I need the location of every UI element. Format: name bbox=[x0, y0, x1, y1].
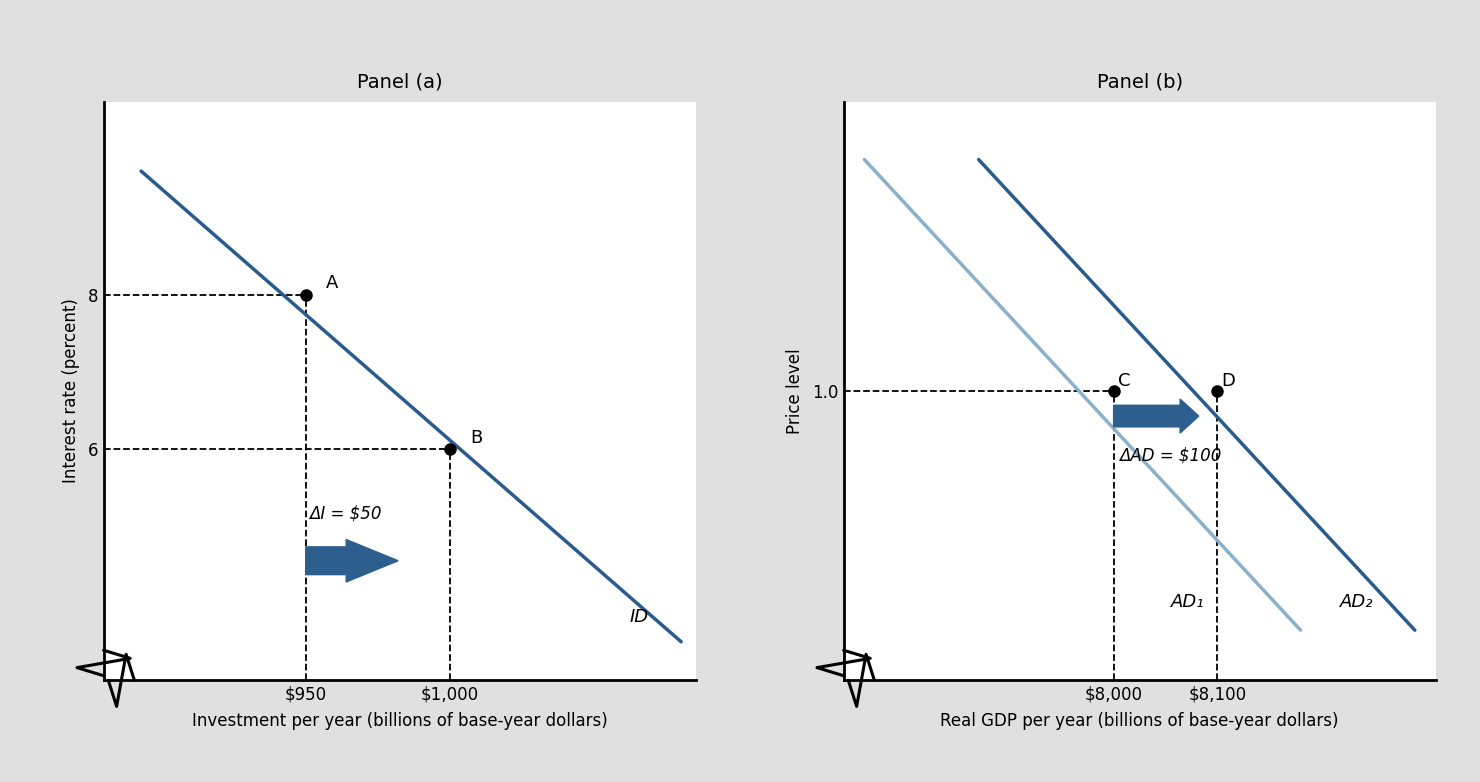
Text: ID: ID bbox=[629, 608, 648, 626]
Title: Panel (a): Panel (a) bbox=[357, 73, 443, 91]
Text: C: C bbox=[1117, 372, 1131, 390]
Text: ΔI = $50: ΔI = $50 bbox=[309, 504, 382, 522]
Text: A: A bbox=[326, 274, 339, 292]
X-axis label: Real GDP per year (billions of base-year dollars): Real GDP per year (billions of base-year… bbox=[940, 712, 1339, 730]
Y-axis label: Price level: Price level bbox=[786, 348, 804, 434]
Text: D: D bbox=[1221, 372, 1236, 390]
FancyArrow shape bbox=[306, 540, 398, 582]
Title: Panel (b): Panel (b) bbox=[1097, 73, 1183, 91]
Text: ΔAD = $100: ΔAD = $100 bbox=[1119, 447, 1221, 465]
X-axis label: Investment per year (billions of base-year dollars): Investment per year (billions of base-ye… bbox=[192, 712, 607, 730]
Text: B: B bbox=[471, 429, 482, 447]
FancyArrow shape bbox=[1113, 399, 1199, 433]
Text: AD₂: AD₂ bbox=[1339, 593, 1373, 611]
Text: AD₁: AD₁ bbox=[1171, 593, 1205, 611]
Y-axis label: Interest rate (percent): Interest rate (percent) bbox=[62, 299, 80, 483]
